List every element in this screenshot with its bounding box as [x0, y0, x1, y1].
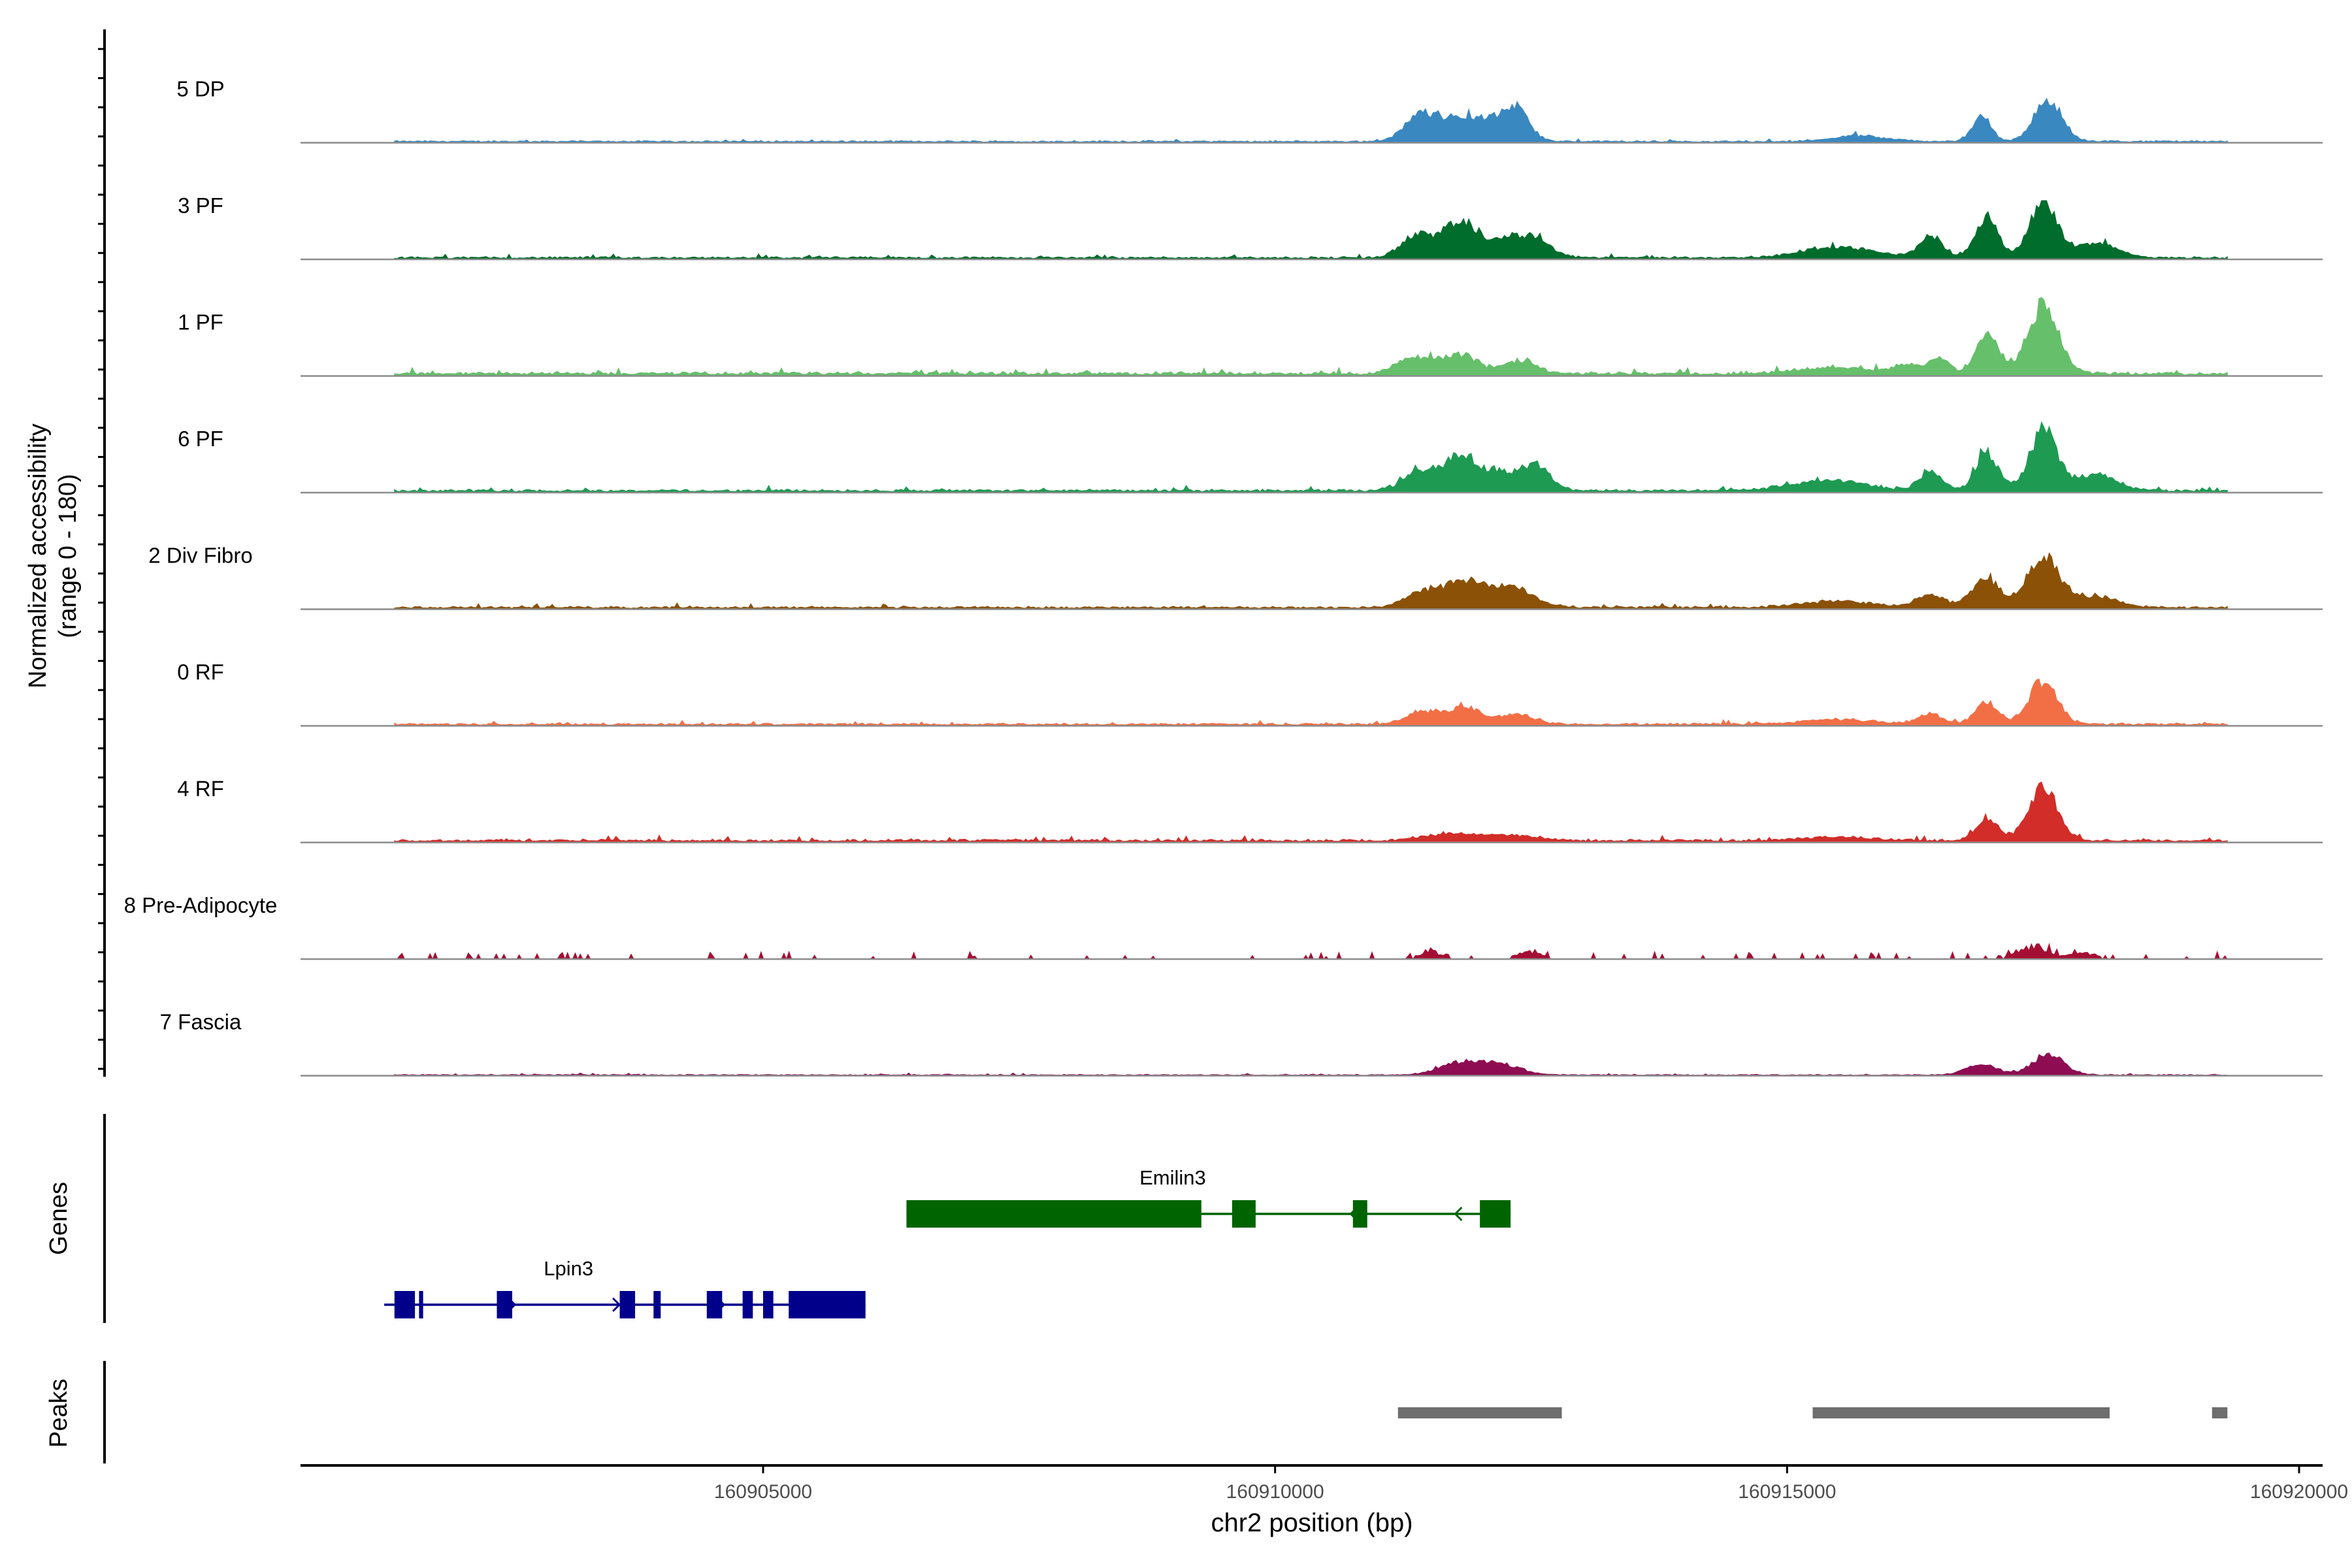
coverage-area — [394, 781, 2228, 843]
track-label: 0 RF — [177, 660, 224, 684]
strand-arrow-icon — [612, 1297, 621, 1313]
strand-arrow-icon — [1454, 1206, 1463, 1222]
coverage-track: 0 RF — [177, 660, 2323, 727]
coverage-area — [394, 297, 2228, 376]
gene-exon — [906, 1200, 1201, 1228]
peaks-panel-label: Peaks — [45, 1379, 73, 1448]
track-label: 3 PF — [178, 193, 223, 218]
track-label: 4 RF — [177, 777, 224, 801]
genes-panel-label: Genes — [45, 1182, 73, 1255]
gene-exon — [789, 1291, 866, 1318]
coverage-track: 7 Fascia — [160, 1010, 2323, 1077]
gene-exon — [706, 1291, 723, 1318]
x-tick-label: 160905000 — [714, 1481, 812, 1503]
gene-exon — [619, 1291, 636, 1318]
gene-exon — [419, 1291, 423, 1318]
gene-exon — [497, 1291, 513, 1318]
coverage-area — [394, 943, 2229, 960]
gene-exon — [763, 1291, 774, 1318]
coverage-area — [394, 1053, 2228, 1076]
coverage-track: 4 RF — [177, 777, 2323, 843]
coverage-area — [394, 421, 2228, 493]
track-label: 1 PF — [178, 310, 223, 335]
gene-annotation-panel: Genes Emilin3 Lpin3 — [45, 1114, 1511, 1323]
y-axis-title-line-1: Normalized accessibility — [24, 423, 52, 688]
peaks-panel: Peaks — [45, 1361, 2228, 1463]
track-label: 6 PF — [178, 427, 223, 451]
x-tick-label: 160920000 — [2250, 1481, 2348, 1503]
gene-exon — [394, 1291, 416, 1318]
coverage-track: 6 PF — [178, 421, 2323, 494]
coverage-tracks: 5 DP 3 PF 1 PF 6 PF 2 Div Fibro 0 RF 4 RF 8 Pre… — [98, 29, 2323, 1077]
track-label: 8 Pre-Adipocyte — [124, 893, 278, 917]
x-tick-label: 160915000 — [1738, 1481, 1836, 1503]
coverage-area — [394, 552, 2228, 610]
gene-exon — [742, 1291, 753, 1318]
x-axis-title: chr2 position (bp) — [1211, 1509, 1413, 1537]
gene-exon — [1232, 1200, 1256, 1228]
y-axis-title-line-2: (range 0 - 180) — [54, 474, 82, 638]
x-axis: 160905000 160910000 160915000 160920000 chr2… — [301, 1464, 2348, 1537]
coverage-area — [394, 678, 2228, 727]
gene-exon — [1480, 1200, 1511, 1228]
coverage-track: 3 PF — [178, 193, 2323, 261]
track-label: 5 DP — [176, 77, 224, 101]
peak-region — [1397, 1407, 1562, 1418]
peak-region — [2212, 1407, 2228, 1418]
gene-exon — [1352, 1200, 1367, 1228]
gene-name-label: Emilin3 — [1139, 1166, 1206, 1189]
track-label: 2 Div Fibro — [148, 544, 253, 568]
coverage-track: 8 Pre-Adipocyte — [124, 893, 2323, 960]
x-tick-label: 160910000 — [1226, 1481, 1324, 1503]
gene-exon — [653, 1291, 661, 1318]
gene-name-label: Lpin3 — [544, 1257, 593, 1280]
gene-model: Emilin3 — [906, 1166, 1511, 1228]
gene-model: Lpin3 — [384, 1257, 866, 1318]
coverage-track: 5 DP — [176, 77, 2323, 144]
coverage-area — [394, 97, 2228, 143]
coverage-track: 2 Div Fibro — [148, 544, 2323, 610]
y-axis-title: Normalized accessibility (range 0 - 180) — [24, 423, 82, 688]
peak-region — [1812, 1407, 2110, 1418]
track-label: 7 Fascia — [160, 1010, 242, 1034]
coverage-area — [394, 200, 2228, 260]
coverage-track: 1 PF — [178, 297, 2323, 377]
